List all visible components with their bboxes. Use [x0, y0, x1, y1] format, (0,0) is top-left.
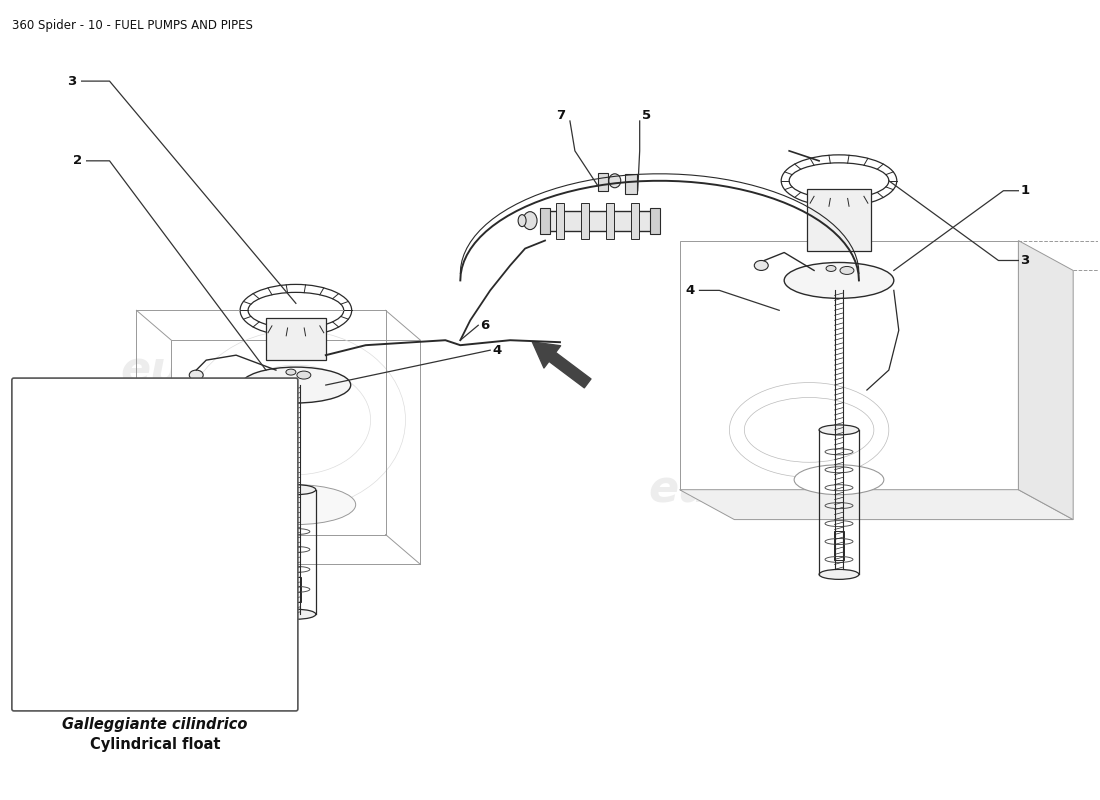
Polygon shape	[172, 340, 420, 565]
Bar	[266, 318, 326, 360]
Text: 6: 6	[481, 318, 490, 332]
Ellipse shape	[820, 425, 859, 435]
Text: eurospares: eurospares	[120, 349, 402, 392]
Text: 5: 5	[641, 110, 651, 122]
Ellipse shape	[524, 212, 537, 230]
Ellipse shape	[518, 214, 526, 226]
Bar	[625, 174, 637, 194]
Ellipse shape	[794, 465, 883, 494]
Text: 4: 4	[685, 284, 694, 297]
Ellipse shape	[608, 174, 620, 188]
Text: 8: 8	[37, 518, 47, 531]
Polygon shape	[680, 490, 1074, 519]
Ellipse shape	[186, 452, 196, 458]
Bar	[556, 202, 564, 238]
Text: eurospares: eurospares	[649, 468, 930, 511]
FancyBboxPatch shape	[12, 378, 298, 711]
Ellipse shape	[189, 370, 204, 380]
Text: Cylindrical float: Cylindrical float	[89, 737, 220, 752]
Bar	[834, 531, 844, 560]
Bar	[111, 530, 132, 579]
Bar	[183, 610, 190, 633]
Ellipse shape	[784, 262, 894, 298]
Ellipse shape	[170, 640, 202, 648]
Ellipse shape	[146, 446, 227, 474]
Text: 360 Spider - 10 - FUEL PUMPS AND PIPES: 360 Spider - 10 - FUEL PUMPS AND PIPES	[12, 19, 253, 32]
Text: 3: 3	[67, 74, 77, 88]
Bar	[144, 440, 168, 490]
Ellipse shape	[276, 610, 316, 619]
Text: Galleggiante cilindrico: Galleggiante cilindrico	[63, 717, 248, 732]
FancyArrowPatch shape	[532, 342, 591, 388]
Text: 2: 2	[73, 154, 81, 167]
Ellipse shape	[755, 261, 768, 270]
Bar	[163, 424, 210, 450]
Ellipse shape	[241, 367, 351, 403]
Ellipse shape	[276, 485, 316, 494]
Bar	[290, 577, 301, 602]
Bar	[630, 202, 639, 238]
Text: 7: 7	[556, 110, 565, 122]
Ellipse shape	[297, 371, 311, 379]
Polygon shape	[680, 241, 1019, 490]
Bar	[544, 210, 654, 230]
Polygon shape	[1019, 241, 1074, 519]
Bar	[581, 202, 589, 238]
Ellipse shape	[170, 526, 202, 534]
Ellipse shape	[840, 266, 854, 274]
Bar	[807, 189, 871, 250]
Ellipse shape	[820, 570, 859, 579]
Bar	[650, 208, 660, 234]
Text: 2: 2	[37, 483, 47, 496]
Text: 4: 4	[492, 344, 502, 357]
Bar	[606, 202, 614, 238]
Text: 3: 3	[1021, 254, 1030, 267]
Bar	[540, 208, 550, 234]
Ellipse shape	[236, 485, 355, 525]
Text: 1: 1	[1021, 184, 1030, 198]
Ellipse shape	[286, 369, 296, 375]
Bar	[597, 173, 608, 190]
Ellipse shape	[826, 266, 836, 271]
